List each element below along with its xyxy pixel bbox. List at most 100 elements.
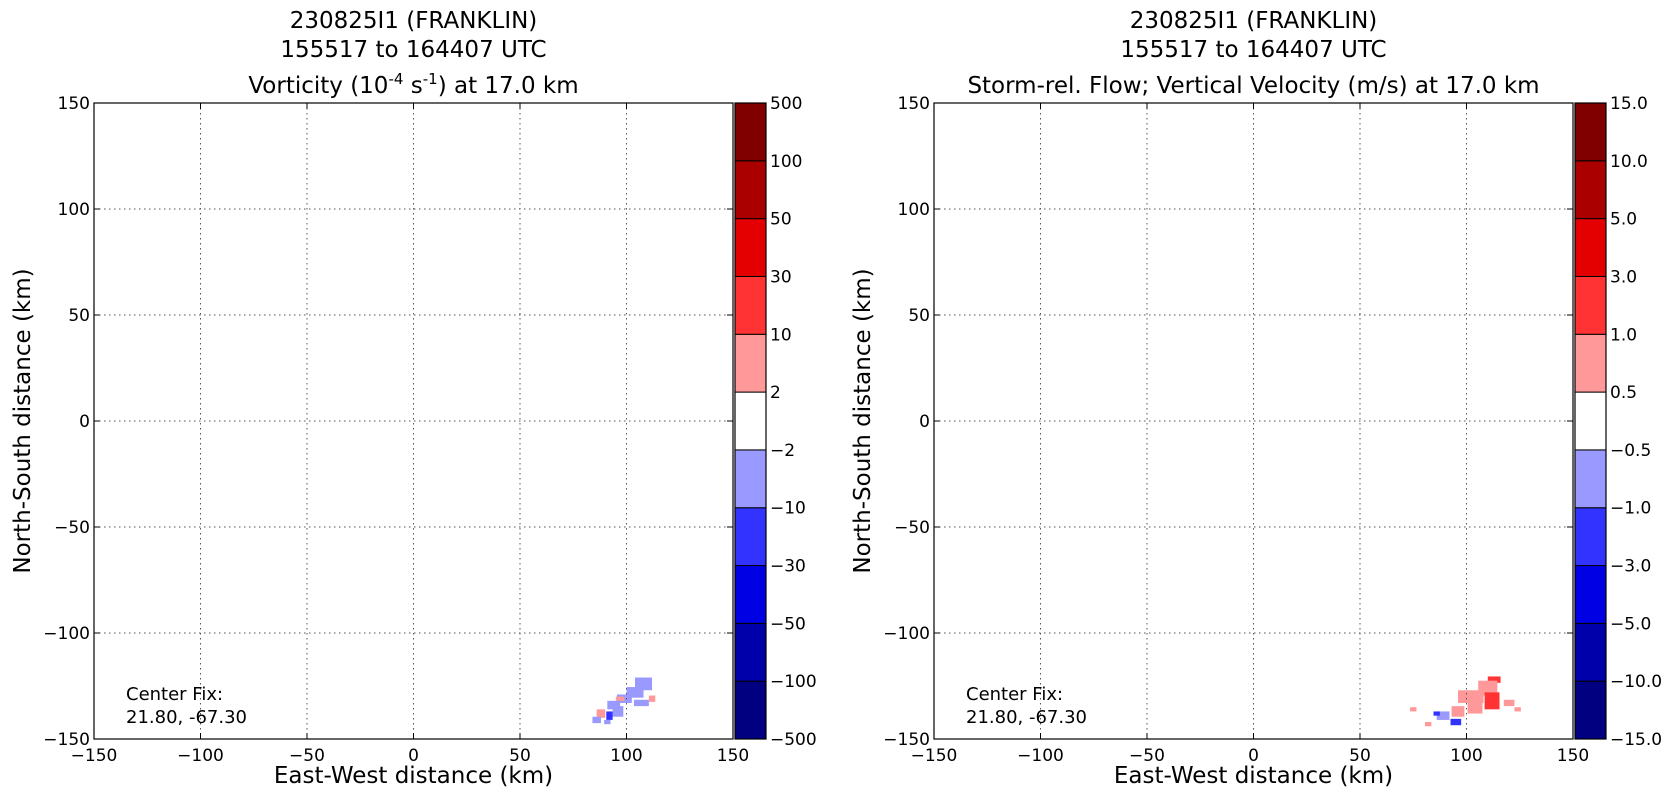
y-tick-label: 0 (919, 412, 930, 432)
data-cell-6 (1503, 699, 1515, 707)
y-tick-label: 100 (58, 200, 90, 220)
data-cell-8 (1410, 707, 1417, 712)
y-tick-label: −100 (883, 624, 930, 644)
data-cell-13 (1424, 722, 1432, 727)
data-cell-1 (1487, 676, 1501, 683)
colorbar-tick-label: −3.0 (1610, 557, 1651, 577)
colorbar-segment-2 (1574, 622, 1607, 682)
chart-panel-1: −150 −100 −50 0 50 100 150−150−100−50050100150… (10, 8, 817, 789)
data-cell-2 (626, 687, 644, 698)
data-cell-12 (1450, 718, 1462, 726)
colorbar-tick-label: −500 (770, 730, 817, 750)
colorbar-segment-5 (1574, 449, 1607, 509)
title-segment: s (403, 73, 422, 99)
data-cell-10 (596, 709, 606, 718)
y-tick-label: 100 (898, 200, 930, 220)
colorbar-tick-label: 50 (770, 210, 792, 230)
y-tick-label: 150 (898, 94, 930, 114)
colorbar-tick-label: 0.5 (1610, 383, 1637, 403)
colorbar-segment-8 (1574, 275, 1607, 335)
data-cell-5 (1467, 700, 1483, 714)
data-cell-7 (607, 700, 621, 710)
y-axis-label: North-South distance (km) (10, 268, 36, 573)
colorbar-tick-label: −2 (770, 441, 795, 461)
x-tick-label: 100 (1450, 746, 1482, 766)
x-axis-label: East-West distance (km) (274, 763, 553, 789)
colorbar-tick-label: 30 (770, 267, 792, 287)
data-cell-5 (633, 699, 649, 707)
x-tick-label: −100 (177, 746, 224, 766)
y-axis-label: North-South distance (km) (850, 268, 876, 573)
chart-title-line-3: Vorticity (10-4 s-1) at 17.0 km (248, 70, 578, 99)
data-cell-11 (1433, 711, 1440, 716)
data-cell-11 (592, 716, 601, 724)
data-cell-4 (1484, 692, 1500, 710)
data-cell-6 (648, 695, 656, 702)
colorbar-tick-label: −1.0 (1610, 499, 1651, 519)
y-tick-label: 50 (908, 306, 930, 326)
y-tick-label: −50 (54, 518, 90, 538)
center-fix-value: 21.80, -67.30 (966, 707, 1087, 728)
colorbar-segment-11 (1574, 102, 1607, 162)
colorbar-tick-label: −10 (770, 499, 806, 519)
colorbar-tick-label: 3.0 (1610, 267, 1637, 287)
chart-panel-2: −150 −100 −50 0 50 100 150 −150 −100 −50 0 50 100 150… (850, 8, 1662, 789)
colorbar-segment-1 (1574, 680, 1607, 740)
colorbar-segment-3 (1574, 565, 1607, 624)
colorbar-segment-9 (734, 218, 767, 277)
y-tick-label: −50 (894, 518, 930, 538)
colorbar-frame (734, 102, 767, 740)
colorbar-segment-4 (1574, 507, 1607, 567)
x-tick-label: −100 (1017, 746, 1064, 766)
x-tick-label: 150 (1557, 746, 1589, 766)
colorbar-segment-6 (1574, 391, 1607, 451)
colorbar-segment-7 (1574, 333, 1607, 393)
chart-title-line-2: 155517 to 164407 UTC (1120, 37, 1386, 63)
colorbar-segment-3 (734, 565, 767, 624)
colorbar-tick-label: 10 (770, 325, 792, 345)
colorbar-segment-9 (1574, 218, 1607, 277)
x-tick-label: 0 (1248, 746, 1259, 766)
chart-title-line-2: 155517 to 164407 UTC (280, 37, 546, 63)
y-tick-label: 150 (58, 94, 90, 114)
y-tick-label: −150 (883, 730, 930, 750)
colorbar-tick-label: 15.0 (1610, 94, 1648, 114)
x-tick-label: −50 (289, 746, 325, 766)
chart-title-line-1: 230825I1 (FRANKLIN) (1130, 8, 1378, 34)
center-fix-label: Center Fix: (126, 684, 223, 705)
center-fix-label: Center Fix: (966, 684, 1063, 705)
colorbar-segment-8 (734, 275, 767, 335)
colorbar-tick-label: 10.0 (1610, 152, 1648, 172)
colorbar-tick-label: 2 (770, 383, 781, 403)
data-cell-3 (1457, 690, 1484, 703)
x-axis-label: East-West distance (km) (1114, 763, 1393, 789)
center-fix-value: 21.80, -67.30 (126, 707, 247, 728)
chart-title-line-1: 230825I1 (FRANKLIN) (290, 8, 538, 34)
x-tick-label: −50 (1129, 746, 1165, 766)
colorbar-segment-4 (734, 507, 767, 567)
data-cell-9 (1514, 707, 1521, 712)
x-tick-label: −150 (71, 746, 118, 766)
colorbar-tick-label: 500 (770, 94, 802, 114)
colorbar-tick-label: −0.5 (1610, 441, 1651, 461)
y-tick-label: 0 (79, 412, 90, 432)
x-tick-label: 0 (408, 746, 419, 766)
y-tick-label: 50 (68, 306, 90, 326)
x-tick-label: 50 (509, 746, 531, 766)
title-superscript: -1 (423, 70, 438, 88)
colorbar-tick-label: 5.0 (1610, 210, 1637, 230)
colorbar-segment-2 (734, 622, 767, 682)
title-segment: ) at 17.0 km (438, 73, 579, 99)
y-tick-label: −100 (43, 624, 90, 644)
data-cell-4 (615, 696, 625, 701)
colorbar-segment-11 (734, 102, 767, 162)
colorbar-segment-10 (1574, 160, 1607, 220)
chart-title-line-3: Storm-rel. Flow; Vertical Velocity (m/s)… (967, 73, 1539, 99)
colorbar-tick-label: −50 (770, 614, 806, 634)
colorbar-segment-7 (734, 333, 767, 393)
y-tick-label: −150 (43, 730, 90, 750)
colorbar-frame (1574, 102, 1607, 740)
title-superscript: -4 (388, 70, 403, 88)
x-tick-label: 100 (610, 746, 642, 766)
